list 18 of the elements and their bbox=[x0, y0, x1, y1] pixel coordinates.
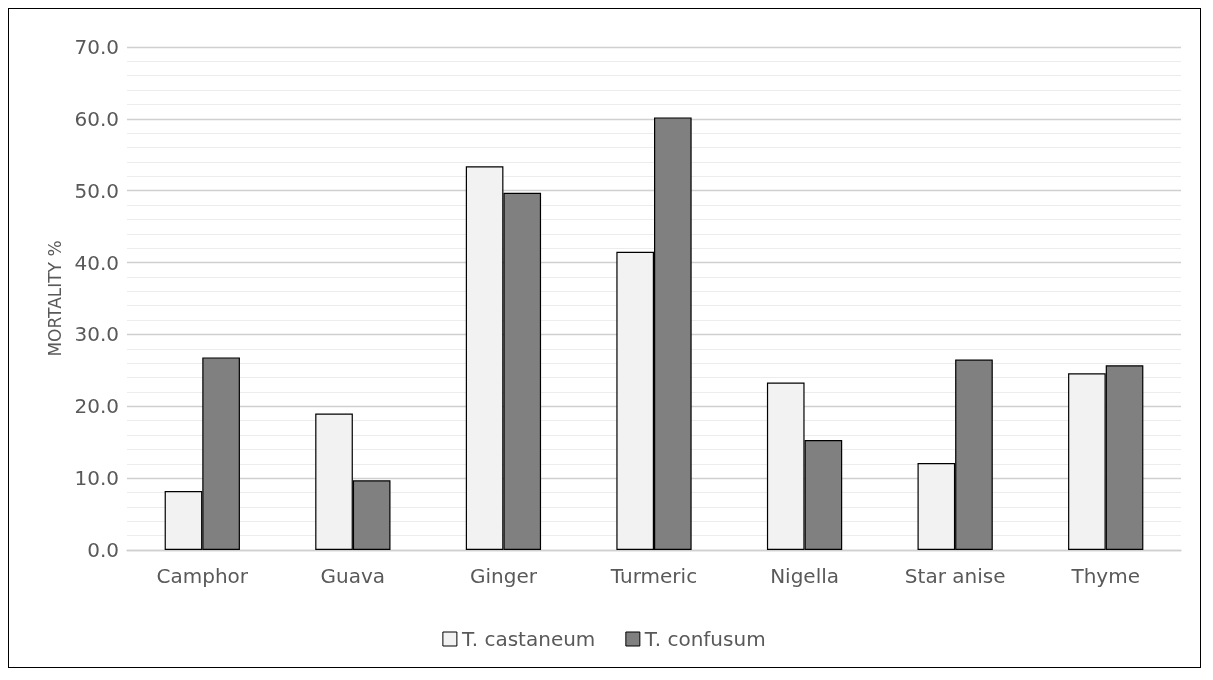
y-tick-label: 0.0 bbox=[87, 538, 119, 562]
x-tick-label: Star anise bbox=[904, 564, 1006, 588]
x-tick-label: Nigella bbox=[770, 564, 840, 588]
y-tick-label: 70.0 bbox=[74, 35, 119, 59]
legend-label: T. castaneum bbox=[460, 627, 596, 651]
y-tick-label: 40.0 bbox=[74, 250, 119, 275]
x-tick-label: Turmeric bbox=[609, 564, 698, 588]
y-tick-label: 60.0 bbox=[74, 106, 119, 131]
y-tick-label: 10.0 bbox=[74, 466, 119, 491]
y-tick-label: 30.0 bbox=[74, 322, 119, 347]
x-tick-label: Camphor bbox=[156, 564, 249, 588]
y-tick-label: 50.0 bbox=[74, 178, 119, 203]
y-axis-title: MORTALITY % bbox=[45, 240, 66, 357]
x-tick-label: Ginger bbox=[469, 564, 538, 588]
x-tick-label: Thyme bbox=[1070, 564, 1140, 588]
y-tick-label: 20.0 bbox=[74, 394, 119, 419]
legend-label: T. confusum bbox=[643, 627, 766, 651]
x-tick-label: Guava bbox=[320, 564, 386, 588]
